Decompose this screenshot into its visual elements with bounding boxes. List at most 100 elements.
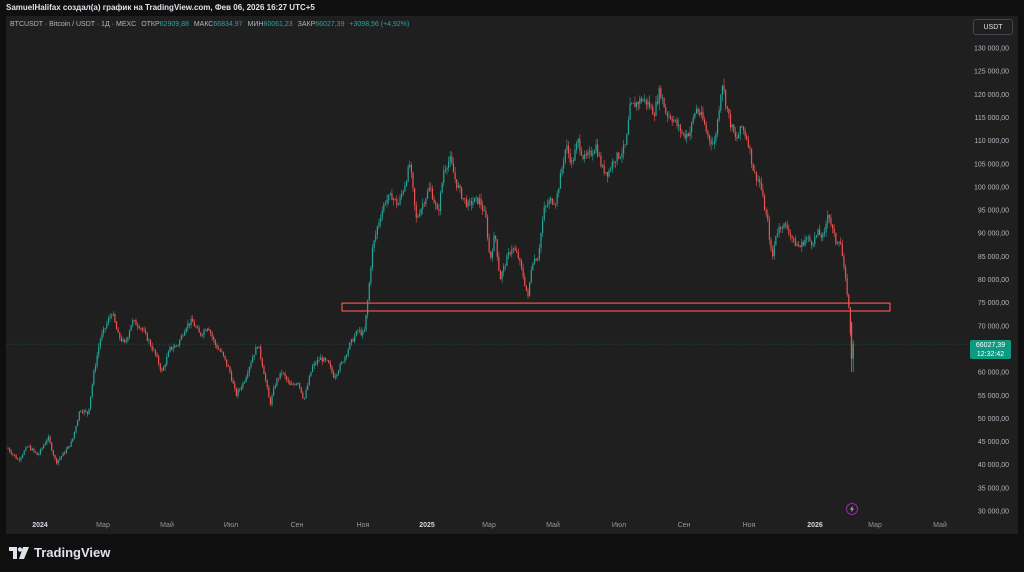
- candle-body: [802, 241, 805, 246]
- brand-logo[interactable]: TradingView: [9, 545, 110, 560]
- y-tick-label: 35 000,00: [978, 485, 1009, 492]
- candle-body: [788, 228, 790, 234]
- candle-body: [107, 318, 110, 324]
- candle-body: [652, 106, 654, 115]
- candle-body: [574, 149, 576, 161]
- candle-body: [762, 189, 764, 196]
- candle-body: [725, 90, 727, 107]
- candle-body: [456, 179, 458, 188]
- candle-body: [158, 356, 160, 365]
- candle-body: [775, 235, 777, 246]
- candle-body: [72, 438, 74, 442]
- candle-body: [648, 101, 651, 108]
- candle-body: [778, 227, 780, 234]
- candle-body: [350, 339, 353, 343]
- candle-body: [410, 164, 412, 173]
- candle-body: [812, 244, 814, 246]
- candle-body: [710, 140, 712, 145]
- candle-body: [791, 235, 793, 239]
- candle-body: [478, 198, 481, 204]
- candle-body: [169, 346, 171, 352]
- candle-body: [122, 339, 124, 342]
- candle-body: [201, 334, 203, 336]
- candle-body: [151, 345, 153, 350]
- candle-body: [85, 410, 87, 412]
- candle-body: [77, 420, 79, 427]
- candle-body: [276, 378, 278, 386]
- candle-body: [328, 360, 330, 364]
- candle-body: [436, 204, 438, 210]
- candle-body: [610, 169, 612, 171]
- candle-body: [365, 314, 367, 331]
- candle-body: [324, 357, 327, 360]
- candle-body: [433, 199, 435, 203]
- candle-body: [177, 345, 179, 346]
- candle-body: [597, 144, 599, 156]
- candle-body: [261, 358, 263, 367]
- candle-body: [679, 124, 681, 132]
- x-tick-label: Май: [160, 521, 174, 529]
- candle-body: [707, 131, 709, 136]
- candle-body: [699, 112, 701, 115]
- candle-body: [418, 214, 421, 217]
- candle-body: [512, 248, 515, 250]
- candle-body: [237, 389, 239, 396]
- candle-body: [686, 133, 688, 139]
- candle-body: [355, 330, 357, 336]
- candle-body: [441, 182, 443, 193]
- candle-body: [705, 124, 707, 132]
- candle-body: [584, 154, 586, 159]
- candle-body: [146, 333, 148, 341]
- candle-body: [102, 328, 105, 334]
- candle-body: [25, 447, 27, 451]
- candle-body: [794, 238, 796, 246]
- candle-body: [559, 173, 562, 189]
- candle-body: [341, 361, 343, 365]
- candle-body: [731, 124, 733, 128]
- candle-body: [425, 198, 427, 204]
- candle-body: [781, 227, 783, 229]
- last-price: 66027,39: [975, 342, 1006, 349]
- candle-body: [138, 326, 140, 329]
- currency-button[interactable]: USDT: [973, 19, 1013, 35]
- candle-body: [658, 88, 660, 104]
- candle-body: [451, 156, 453, 164]
- candle-body: [229, 367, 231, 372]
- candle-body: [486, 217, 489, 238]
- candle-body: [347, 349, 349, 355]
- candle-body: [700, 111, 702, 115]
- candle-body: [302, 392, 304, 399]
- candle-body: [697, 108, 699, 113]
- candle-body: [627, 119, 630, 135]
- y-tick-label: 55 000,00: [978, 393, 1009, 400]
- candle-body: [109, 316, 111, 319]
- candle-body: [825, 223, 827, 232]
- candle-body: [224, 355, 226, 360]
- candle-body: [789, 233, 792, 236]
- candle-body: [452, 163, 455, 173]
- candle-body: [313, 363, 315, 367]
- candle-body: [315, 363, 317, 365]
- candle-body: [554, 203, 557, 205]
- open-label: ОТКР: [141, 21, 160, 28]
- chart-panel[interactable]: [6, 16, 1018, 534]
- candle-body: [525, 285, 527, 291]
- candle-body: [17, 458, 19, 460]
- candle-body: [823, 231, 826, 234]
- y-tick-label: 100 000,00: [974, 184, 1009, 191]
- candle-body: [668, 115, 670, 117]
- candle-body: [300, 387, 302, 393]
- candle-body: [219, 349, 221, 352]
- candle-body: [209, 330, 212, 333]
- candle-body: [817, 229, 819, 236]
- candle-body: [59, 458, 61, 461]
- candle-body: [712, 143, 714, 145]
- candle-body: [174, 345, 176, 348]
- candle-body: [807, 237, 809, 239]
- candle-body: [360, 330, 362, 336]
- candle-body: [373, 240, 375, 248]
- candle-body: [179, 339, 181, 346]
- candle-body: [321, 357, 323, 362]
- symbol-name[interactable]: BTCUSDT · Bitcoin / USDT · 1Д · MEXC: [10, 21, 137, 28]
